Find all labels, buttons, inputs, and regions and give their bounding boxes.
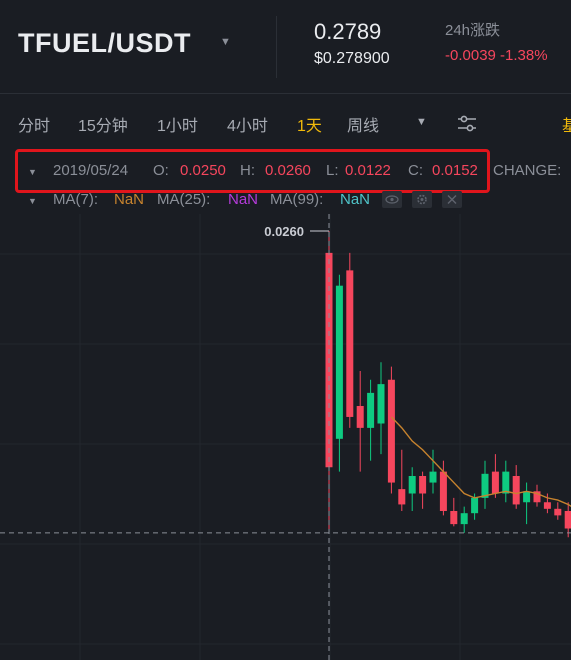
pair-name[interactable]: TFUEL/USDT (18, 28, 191, 58)
candle-body (450, 511, 458, 525)
crosshair (0, 214, 571, 660)
close-icon[interactable] (442, 191, 462, 208)
ohlc-highlight-box (15, 149, 490, 193)
candle-body (398, 489, 406, 505)
candle-body (419, 476, 427, 494)
ma99-label: MA(99): (270, 191, 324, 208)
candle-body (356, 406, 364, 428)
open-value: 0.0250 (180, 162, 226, 179)
low-value: 0.0122 (345, 162, 391, 179)
tab-1h[interactable]: 1小时 (157, 118, 198, 135)
close-label: C: (408, 162, 423, 179)
ohlc-legend: ▼ 2019/05/24 O: 0.0250 H: 0.0260 L: 0.01… (0, 162, 571, 186)
open-label: O: (153, 162, 169, 179)
ma99-value: NaN (340, 191, 371, 208)
market-header: TFUEL/USDT ▼ 0.2789 $0.278900 24h涨跌 -0.0… (0, 0, 571, 92)
high-value: 0.0260 (265, 162, 311, 179)
tab-weekly[interactable]: 周线 (347, 118, 380, 135)
high-price-tag: 0.0260 (264, 224, 329, 239)
candle-body (377, 384, 385, 424)
indicator-settings-icon[interactable] (456, 114, 478, 134)
tab-4h[interactable]: 4小时 (227, 118, 268, 135)
ma7-line (390, 416, 571, 508)
candle-body (335, 285, 343, 439)
ma25-value: NaN (228, 191, 259, 208)
candles (325, 231, 571, 538)
candle-body (481, 473, 489, 498)
ma25-label: MA(25): (157, 191, 211, 208)
tab-15m[interactable]: 15分钟 (78, 118, 128, 135)
header-separator (0, 93, 571, 94)
ma-legend: ▼ MA(7): NaN MA(25): NaN MA(99): NaN (0, 191, 571, 213)
close-value: 0.0152 (432, 162, 478, 179)
candle-body (408, 476, 416, 494)
candle-body (512, 476, 520, 505)
candle-body (429, 471, 437, 483)
candle-body (346, 270, 354, 417)
more-intervals-icon[interactable]: ▼ (416, 116, 427, 128)
chart-grid (0, 214, 571, 660)
candle-body (502, 471, 510, 494)
collapse-legend-icon[interactable]: ▼ (28, 167, 37, 177)
candle-body (471, 497, 479, 514)
change-value: -0.0039 -1.38% (445, 47, 548, 64)
collapse-ma-icon[interactable]: ▼ (28, 196, 37, 206)
candle-body (387, 379, 395, 483)
candle-body (564, 511, 571, 529)
interval-tabs: 分时 15分钟 1小时 4小时 1天 周线 ▼ 基 (0, 112, 571, 138)
candle-body (523, 491, 531, 503)
candle-body (460, 513, 468, 525)
tab-basic-partial[interactable]: 基 (562, 118, 571, 135)
candle-body (543, 502, 551, 509)
low-label: L: (326, 162, 339, 179)
candle-body (367, 392, 375, 428)
eye-icon[interactable] (382, 191, 402, 208)
candle-body (554, 508, 562, 516)
ma7-label: MA(7): (53, 191, 98, 208)
tab-timeline[interactable]: 分时 (18, 118, 51, 135)
price-usd: $0.278900 (314, 50, 390, 67)
candle-body (491, 471, 499, 494)
high-price-label: 0.0260 (264, 224, 304, 239)
ma7-value: NaN (114, 191, 145, 208)
tab-1d[interactable]: 1天 (297, 118, 322, 135)
candle-body (439, 471, 447, 511)
pair-dropdown-icon[interactable]: ▼ (220, 36, 231, 48)
change-label: 24h涨跌 (445, 22, 501, 39)
candle-body (533, 491, 541, 503)
change-legend-label: CHANGE: (493, 162, 562, 179)
candlestick-chart[interactable]: 0.0260 (0, 214, 571, 660)
header-divider (276, 16, 277, 78)
high-label: H: (240, 162, 255, 179)
ohlc-date: 2019/05/24 (53, 162, 129, 179)
gear-icon[interactable] (412, 191, 432, 208)
last-price: 0.2789 (314, 19, 382, 44)
